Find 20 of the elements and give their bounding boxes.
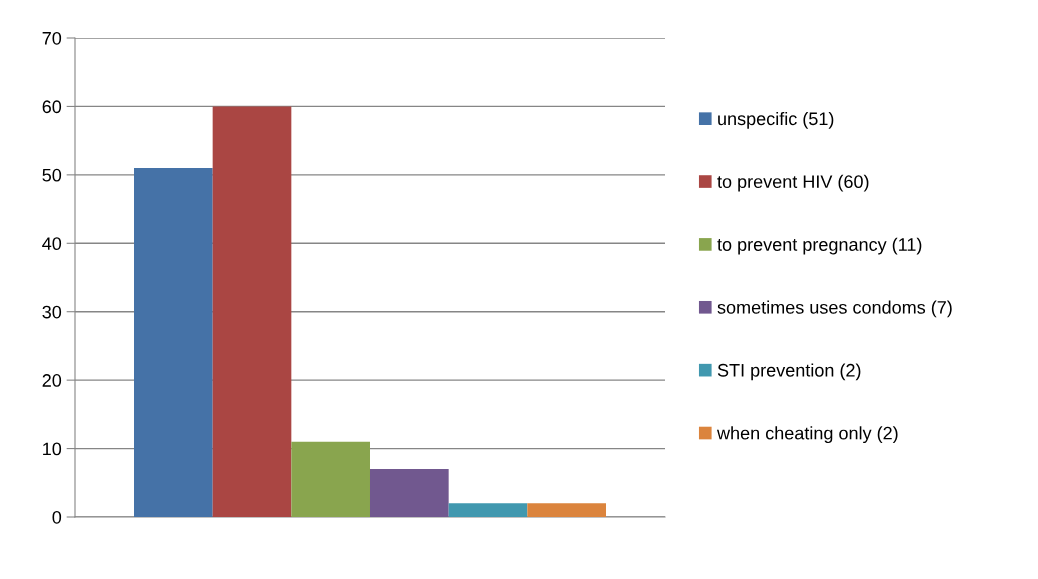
y-tick-label: 50	[42, 168, 62, 182]
y-tick-label: 60	[42, 100, 62, 114]
y-tick-label: 30	[42, 305, 62, 319]
bar	[212, 106, 292, 517]
y-tick-label: 70	[42, 31, 62, 45]
bar	[134, 168, 213, 517]
legend-label: STI prevention (2)	[717, 363, 861, 381]
legend-label: to prevent HIV (60)	[717, 174, 869, 192]
y-tick-label: 20	[42, 374, 62, 387]
legend-label: unspecific (51)	[718, 111, 834, 129]
legend-label: sometimes uses condoms (7)	[717, 300, 952, 318]
legend-label: when cheating only (2)	[716, 426, 898, 444]
y-tick-label: 40	[42, 237, 62, 251]
y-tick-label: 0	[52, 510, 62, 524]
bar	[448, 503, 528, 517]
bar	[370, 469, 449, 517]
y-tick-label: 10	[43, 442, 62, 456]
legend-label: to prevent pregnancy (11)	[717, 237, 922, 255]
bar	[527, 503, 606, 517]
bar	[291, 441, 370, 517]
